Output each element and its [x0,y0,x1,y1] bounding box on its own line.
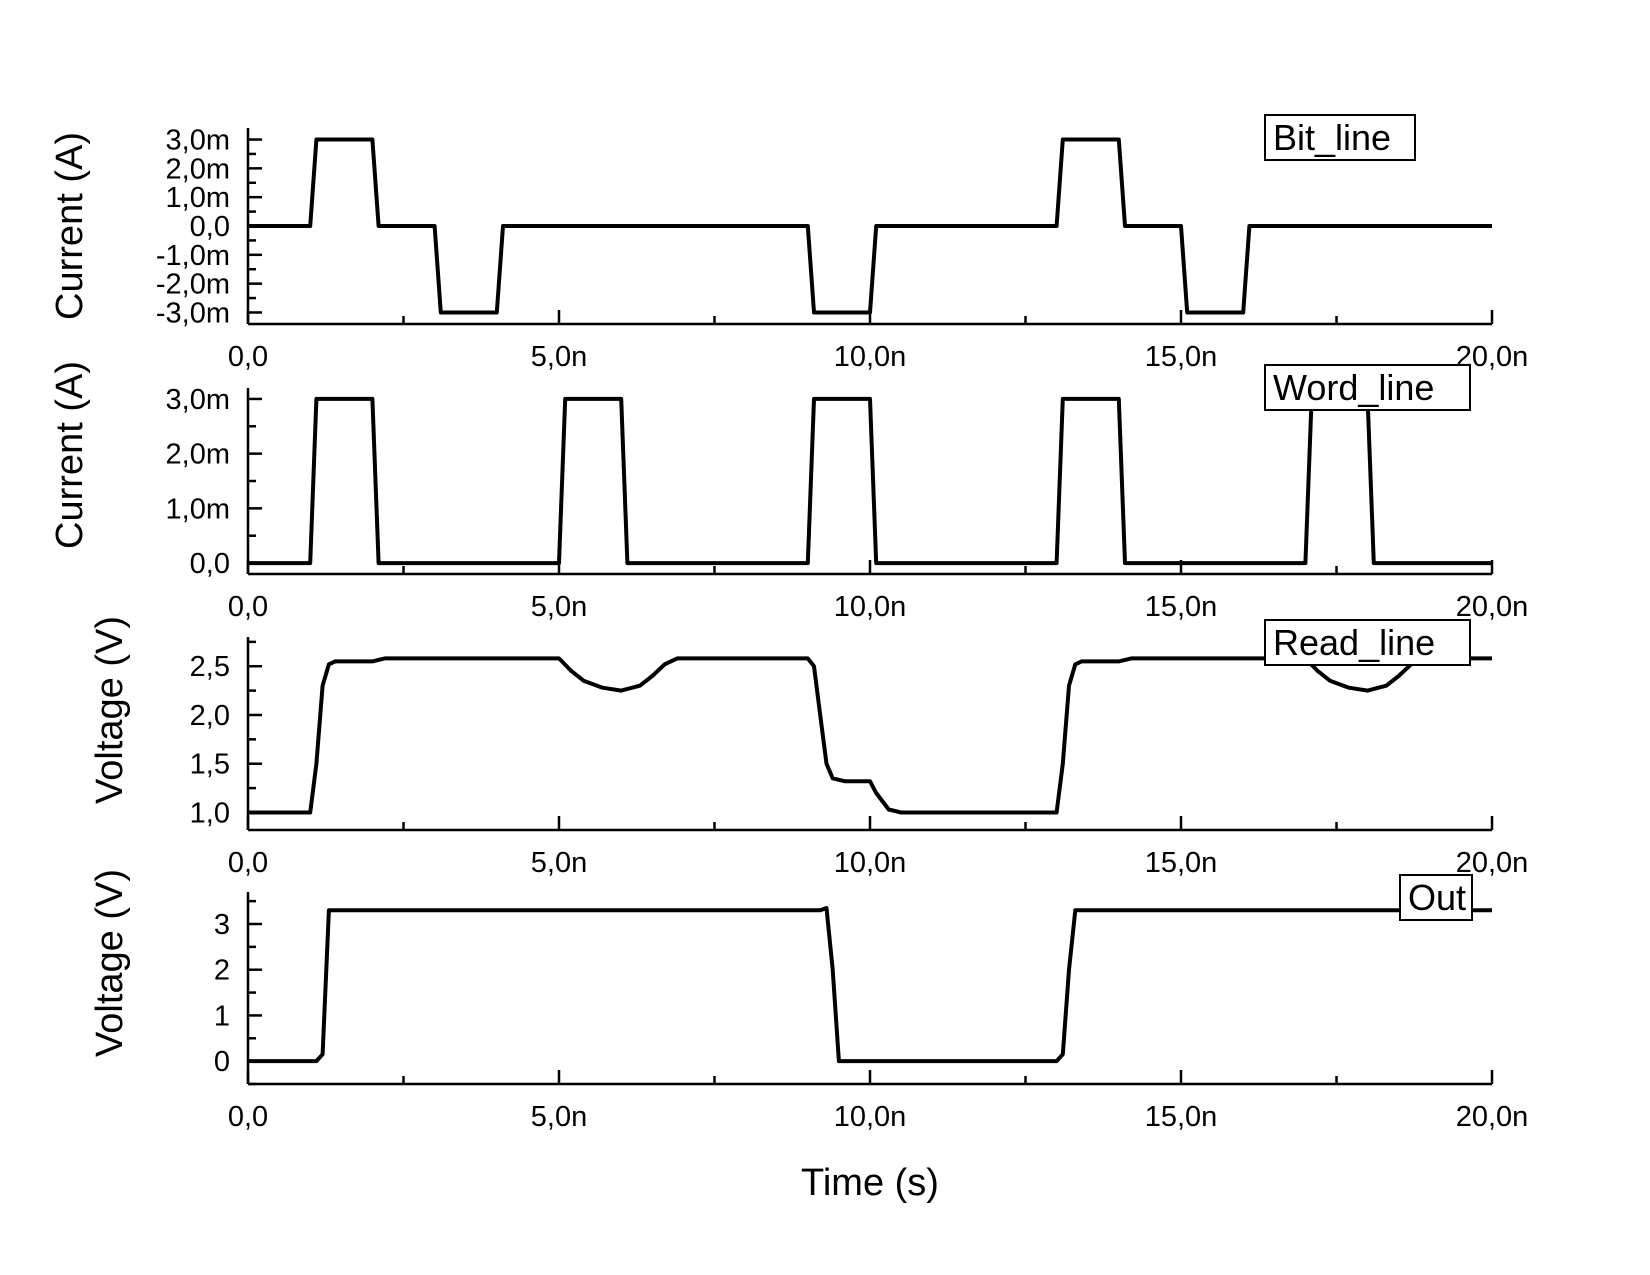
y-axis-title: Voltage (V) [89,869,131,1057]
x-tick-label: 5,0n [531,847,587,879]
series-line [248,906,1492,1064]
x-tick-label: 0,0 [228,591,268,623]
x-tick-label: 0,0 [228,1101,268,1133]
x-tick-label: 20,0n [1456,1101,1529,1133]
y-tick-label: 3,0m [166,125,230,157]
x-tick-label: 5,0n [531,1101,587,1133]
x-tick-label: 5,0n [531,341,587,373]
x-tick-label: 15,0n [1145,341,1218,373]
legend-entry: Read_line [1273,622,1435,663]
y-axis-title: Current (A) [49,132,91,320]
y-axis-title: Voltage (V) [89,616,131,804]
y-tick-label: 3 [214,909,230,941]
panel-2: 0,0 5,0n 10,0n 15,0n 20,0n 3,0m 2,0m 1,0m 0,0 Cur… [49,361,1528,623]
legend-entry: Word_line [1273,367,1434,408]
y-tick-label: 1,0m [166,493,230,525]
y-tick-label: 1,0m [166,182,230,214]
series-line [248,656,1492,815]
panel-4: 0,0 5,0n 10,0n 15,0n 20,0n 3 2 1 0 Voltage (V) Out [89,869,1528,1133]
y-tick-label: 0 [214,1046,230,1078]
y-tick-label: -3,0m [156,297,230,329]
x-tick-label: 10,0n [834,591,907,623]
x-tick-label: 10,0n [834,847,907,879]
y-tick-label: 2,5 [190,651,230,683]
x-tick-label: 15,0n [1145,1101,1218,1133]
legend-box [1399,874,1473,921]
x-axis-title: Time (s) [801,1162,939,1204]
legend-box [1264,619,1471,666]
legend: Bit_line [1264,114,1416,161]
y-tick-label: 0,0 [190,548,230,580]
x-tick-label: 10,0n [834,341,907,373]
x-tick-label: 10,0n [834,1101,907,1133]
x-tick-label: 15,0n [1145,847,1218,879]
y-tick-label: -2,0m [156,269,230,301]
y-tick-label: 2,0m [166,153,230,185]
y-axis-title: Current (A) [49,361,91,549]
legend-entry: Bit_line [1273,117,1391,158]
y-tick-label: 1 [214,1000,230,1032]
x-tick-label: 0,0 [228,847,268,879]
y-tick-label: 2,0m [166,439,230,471]
x-tick-label: 20,0n [1456,847,1529,879]
y-tick-label: 0,0 [190,211,230,243]
y-tick-label: 2 [214,955,230,987]
legend: Out [1399,874,1473,921]
y-tick-label: 3,0m [166,384,230,416]
legend-entry: Out [1408,877,1466,918]
x-tick-label: 0,0 [228,341,268,373]
legend-box [1264,364,1471,411]
series-line [248,137,1492,315]
y-tick-label: 1,5 [190,749,230,781]
y-tick-label: -1,0m [156,240,230,272]
y-tick-label: 2,0 [190,700,230,732]
legend: Read_line [1264,619,1471,666]
panel-3: 0,0 5,0n 10,0n 15,0n 20,0n 2,5 2,0 1,5 1,0 Voltag… [89,616,1528,879]
series-line [248,396,1492,566]
legend: Word_line [1264,364,1471,411]
x-tick-label: 5,0n [531,591,587,623]
y-tick-label: 1,0 [190,797,230,829]
legend-box [1264,114,1416,161]
x-tick-label: 20,0n [1456,591,1529,623]
x-tick-label: 15,0n [1145,591,1218,623]
panel-1: 0,0 5,0n 10,0n 15,0n 20,0n3,0m2,0m1,0m0,0-1,… [49,114,1528,373]
